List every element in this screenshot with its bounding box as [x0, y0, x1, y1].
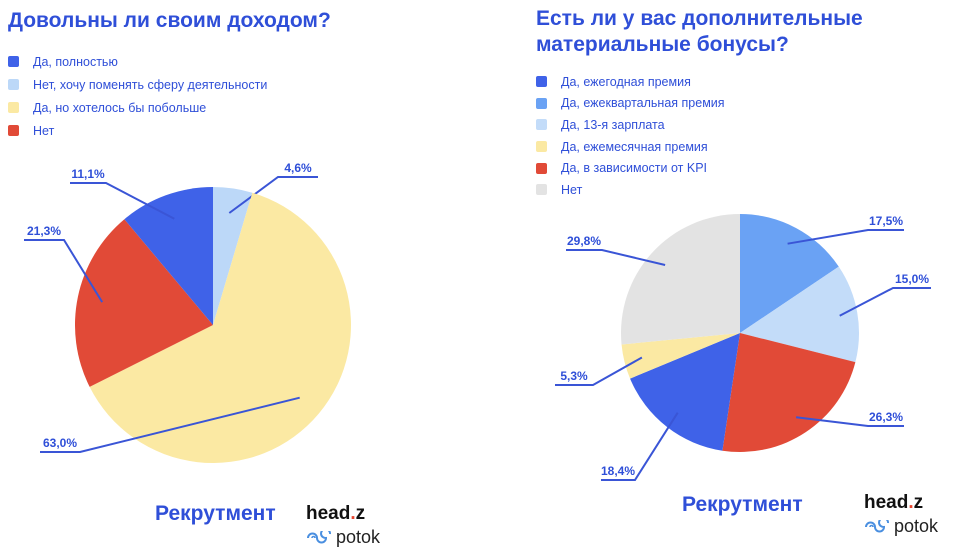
- chart-legend: Да, полностью Нет, хочу поменять сферу д…: [8, 50, 267, 142]
- leader-line: [24, 239, 104, 303]
- legend-label: Да, 13-я зарплата: [561, 117, 665, 132]
- legend-item: Да, ежеквартальная премия: [536, 93, 725, 115]
- leader-line: [787, 229, 904, 245]
- legend-swatch: [536, 162, 547, 174]
- slice-value-label: 11,1%: [71, 167, 105, 181]
- pie-slice: [620, 213, 740, 345]
- brand-sub-row: potok: [864, 516, 960, 537]
- legend-label: Да, полностью: [33, 54, 118, 69]
- legend-swatch: [536, 76, 547, 88]
- pie-slice: [630, 333, 740, 451]
- slice-value-label: 17,5%: [869, 214, 903, 228]
- leader-line: [40, 396, 300, 453]
- legend-item: Да, 13-я зарплата: [536, 114, 725, 136]
- legend-label: Нет: [33, 123, 55, 138]
- brand-name: head.z: [306, 503, 366, 524]
- slice-value-label: 18,4%: [601, 464, 635, 478]
- pie-slice: [722, 333, 856, 452]
- legend-item: Да, в зависимости от KPI: [536, 157, 725, 179]
- legend-item: Да, ежегодная премия: [536, 71, 725, 93]
- legend-swatch: [8, 79, 19, 90]
- potok-logo-icon: [865, 519, 889, 532]
- chart-title: Есть ли у вас дополнительные материальны…: [536, 7, 863, 56]
- legend-item: Нет: [8, 119, 267, 142]
- brand-sub-row: potok: [306, 527, 416, 548]
- section-label: Рекрутмент: [682, 493, 803, 516]
- leader-line: [228, 176, 318, 214]
- slice-value-label: 21,3%: [27, 224, 61, 238]
- legend-label: Да, ежегодная премия: [561, 74, 691, 89]
- legend-label: Да, но хотелось бы побольше: [33, 100, 207, 115]
- legend-label: Да, в зависимости от KPI: [561, 161, 708, 176]
- legend-item: Нет: [536, 179, 725, 201]
- pie-slice: [124, 187, 213, 325]
- bonus-pie-chart: 17,5% 15,0% 26,3% 18,4% 5,3% 29,8%: [555, 213, 931, 481]
- legend-label: Нет, хочу поменять сферу деятельности: [33, 77, 268, 92]
- slice-value-label: 63,0%: [43, 436, 77, 450]
- legend-swatch: [536, 97, 547, 109]
- pie-slice: [89, 192, 351, 463]
- leader-line: [601, 412, 679, 481]
- brand-sub: potok: [894, 516, 939, 536]
- leader-line: [555, 356, 643, 386]
- legend-swatch: [8, 125, 19, 136]
- legend-swatch: [536, 184, 547, 196]
- slice-value-label: 26,3%: [869, 410, 903, 424]
- slice-value-label: 5,3%: [560, 369, 588, 383]
- chart-legend: Да, ежегодная премия Да, ежеквартальная …: [536, 71, 725, 201]
- income-pie-chart: 4,6% 63,0% 21,3% 11,1%: [24, 161, 351, 463]
- income-chart-panel: Довольны ли своим доходом? Да, полностью…: [8, 9, 416, 548]
- leader-line: [839, 287, 931, 317]
- legend-label: Нет: [561, 182, 583, 197]
- legend-label: Да, ежеквартальная премия: [561, 96, 725, 111]
- pie-slice: [213, 187, 253, 325]
- legend-label: Да, ежемесячная премия: [561, 139, 708, 154]
- legend-swatch: [536, 119, 547, 131]
- legend-item: Да, но хотелось бы побольше: [8, 96, 267, 119]
- pie-slice: [74, 219, 213, 387]
- legend-item: Да, ежемесячная премия: [536, 136, 725, 158]
- legend-item: Да, полностью: [8, 50, 267, 73]
- potok-logo-icon: [307, 530, 331, 543]
- leader-line: [566, 249, 666, 266]
- bonus-chart-panel: Есть ли у вас дополнительные материальны…: [480, 0, 960, 550]
- pie-slice: [740, 266, 859, 363]
- legend-swatch: [8, 102, 19, 113]
- brand-logo: head.z potok: [306, 503, 416, 548]
- section-label: Рекрутмент: [155, 502, 276, 525]
- legend-item: Нет, хочу поменять сферу деятельности: [8, 73, 267, 96]
- chart-title: Довольны ли своим доходом?: [8, 9, 331, 32]
- legend-swatch: [536, 141, 547, 153]
- pie-slice: [740, 214, 839, 333]
- brand-logo: head.z potok: [864, 492, 960, 537]
- leader-line: [795, 416, 904, 427]
- pie-slice: [621, 333, 740, 379]
- slice-value-label: 4,6%: [284, 161, 312, 175]
- brand-sub: potok: [336, 527, 381, 547]
- brand-name: head.z: [864, 492, 924, 513]
- legend-swatch: [8, 56, 19, 67]
- slice-value-label: 29,8%: [567, 234, 601, 248]
- leader-line: [70, 182, 175, 220]
- slice-value-label: 15,0%: [895, 272, 929, 286]
